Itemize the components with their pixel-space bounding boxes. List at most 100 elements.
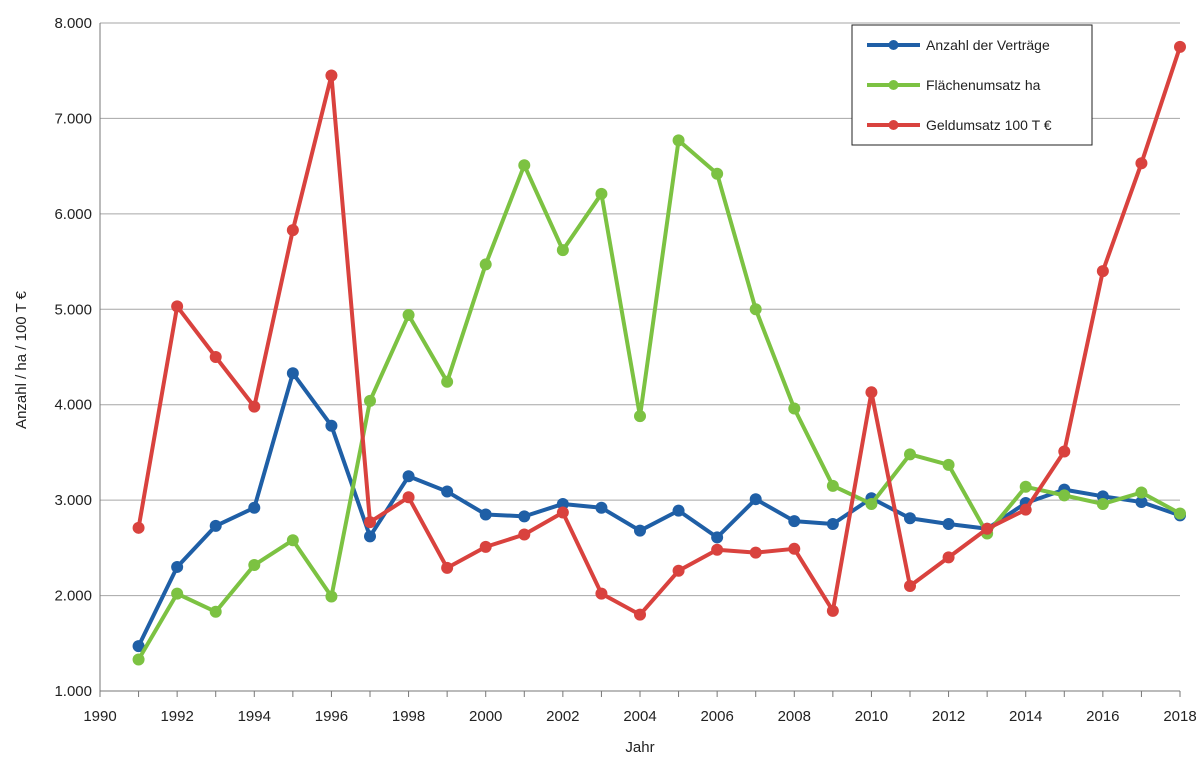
data-point [402,309,415,322]
x-tick-label: 1994 [238,708,271,725]
data-point [1135,157,1148,170]
y-tick-label: 5.000 [54,301,92,318]
data-point [248,501,261,514]
data-point [1058,445,1071,458]
data-point [595,587,608,600]
data-point [826,604,839,617]
data-point [518,159,531,172]
legend-marker [888,80,899,90]
data-point [556,506,569,519]
data-point [132,653,145,666]
x-tick-label: 2004 [623,708,656,725]
data-point [595,501,608,514]
series-lines [132,40,1186,666]
data-point [672,564,685,577]
series-line [136,138,1182,662]
data-point [1096,497,1109,510]
x-tick-label: 1990 [83,708,116,725]
x-tick-label: 2010 [855,708,888,725]
data-point [209,605,222,618]
data-point [132,521,145,534]
x-tick-label: 1998 [392,708,425,725]
data-point [171,300,184,313]
data-point [325,590,338,603]
data-point [749,546,762,559]
data-point [209,351,222,363]
series-line [136,371,1182,649]
legend-label: Anzahl der Verträge [926,37,1050,53]
data-point [1019,480,1032,493]
data-point [942,551,955,564]
data-point [171,560,184,573]
data-point [325,419,338,432]
data-point [479,508,492,521]
data-point [711,543,724,556]
data-point [132,640,145,653]
data-point [865,497,878,510]
data-point [672,134,685,147]
data-point [749,303,762,316]
legend-marker [888,120,899,130]
data-point [865,386,878,399]
data-point [171,587,184,600]
x-tick-label: 2002 [546,708,579,725]
data-point [518,510,531,523]
data-point [1135,496,1148,509]
y-tick-label: 2.000 [54,588,92,605]
data-point [364,530,376,543]
data-point [1096,265,1109,278]
data-point [479,540,492,553]
data-point [788,515,801,528]
data-point [749,493,762,506]
data-point [904,512,916,525]
data-point [788,542,801,555]
y-tick-label: 6.000 [54,206,92,223]
data-point [556,244,569,257]
legend: Anzahl der Verträge Flächenumsatz ha Geldu… [851,24,1093,146]
x-tick-labels: 1990 1992 1994 1996 1998 2000 2002 2004 2006 2008… [83,708,1196,725]
data-point [441,561,454,574]
data-point [826,518,839,530]
legend-label: Geldumsatz 100 T € [926,117,1052,133]
data-point [364,394,376,407]
data-point [942,518,955,530]
data-point [1135,486,1148,499]
x-tick-label: 2018 [1163,708,1196,725]
data-point [711,167,724,180]
data-point [672,504,685,517]
series-line [136,44,1182,617]
y-tick-label: 8.000 [54,15,92,32]
data-point [634,524,646,537]
data-point [788,402,801,415]
data-point [248,559,261,572]
x-tick-label: 2016 [1086,708,1119,725]
data-point [402,470,415,483]
x-tick-label: 1992 [160,708,193,725]
data-point [441,375,454,388]
data-point [556,497,569,510]
data-point [325,69,338,82]
data-point [634,608,646,621]
y-tick-labels: 1.000 2.000 3.000 4.000 5.000 6.000 7.000 8.000 [54,15,92,700]
data-point [1174,40,1186,53]
data-point [1019,503,1032,516]
axes [99,23,1181,697]
data-point [942,458,955,471]
x-tick-label: 2014 [1009,708,1042,725]
data-point [402,491,415,504]
y-tick-label: 1.000 [54,683,92,700]
data-point [209,519,222,532]
data-point [1058,489,1071,502]
data-point [595,187,608,200]
data-point [634,410,646,423]
data-point [904,448,916,461]
data-point [711,531,724,544]
legend-label: Flächenumsatz ha [926,77,1041,93]
data-point [286,367,299,380]
data-point [981,522,994,535]
data-point [479,258,492,271]
legend-marker [888,40,899,50]
data-point [286,534,299,547]
x-tick-label: 2012 [932,708,965,725]
